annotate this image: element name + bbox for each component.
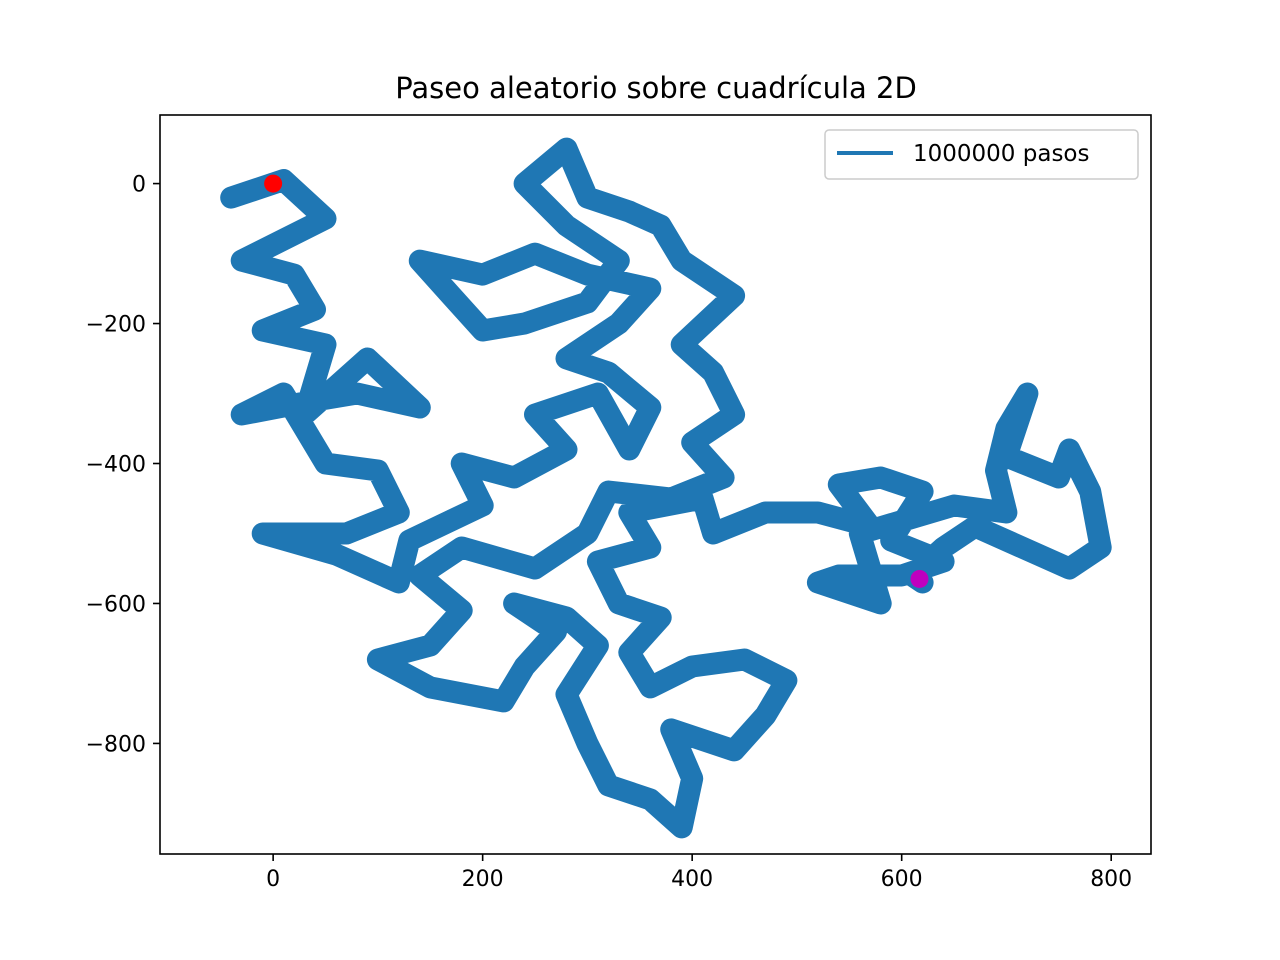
- x-tick-label: 400: [671, 867, 713, 892]
- x-tick-label: 600: [881, 867, 923, 892]
- y-tick-label: −800: [86, 732, 146, 757]
- y-tick-label: 0: [132, 173, 146, 198]
- chart-title: Paseo aleatorio sobre cuadrícula 2D: [395, 71, 917, 105]
- x-axis: 0 200 400 600 800: [266, 854, 1132, 892]
- start-point-marker: [264, 174, 283, 193]
- legend-series-label: 1000000 pasos: [913, 141, 1089, 167]
- x-tick-label: 800: [1090, 867, 1132, 892]
- series-layer: [220, 137, 1112, 839]
- end-point-marker: [910, 569, 929, 588]
- legend-frame: [824, 129, 1139, 180]
- marker-layer: [264, 174, 929, 588]
- y-tick-label: −200: [86, 313, 146, 338]
- x-tick-label: 0: [266, 867, 280, 892]
- random-walk-path: [220, 137, 1112, 839]
- y-axis: 0 −200 −400 −600 −800: [86, 173, 160, 757]
- plot-frame: [159, 114, 1152, 855]
- x-tick-label: 200: [462, 867, 504, 892]
- y-tick-label: −400: [86, 453, 146, 478]
- y-tick-label: −600: [86, 592, 146, 617]
- legend: 1000000 pasos: [824, 129, 1139, 180]
